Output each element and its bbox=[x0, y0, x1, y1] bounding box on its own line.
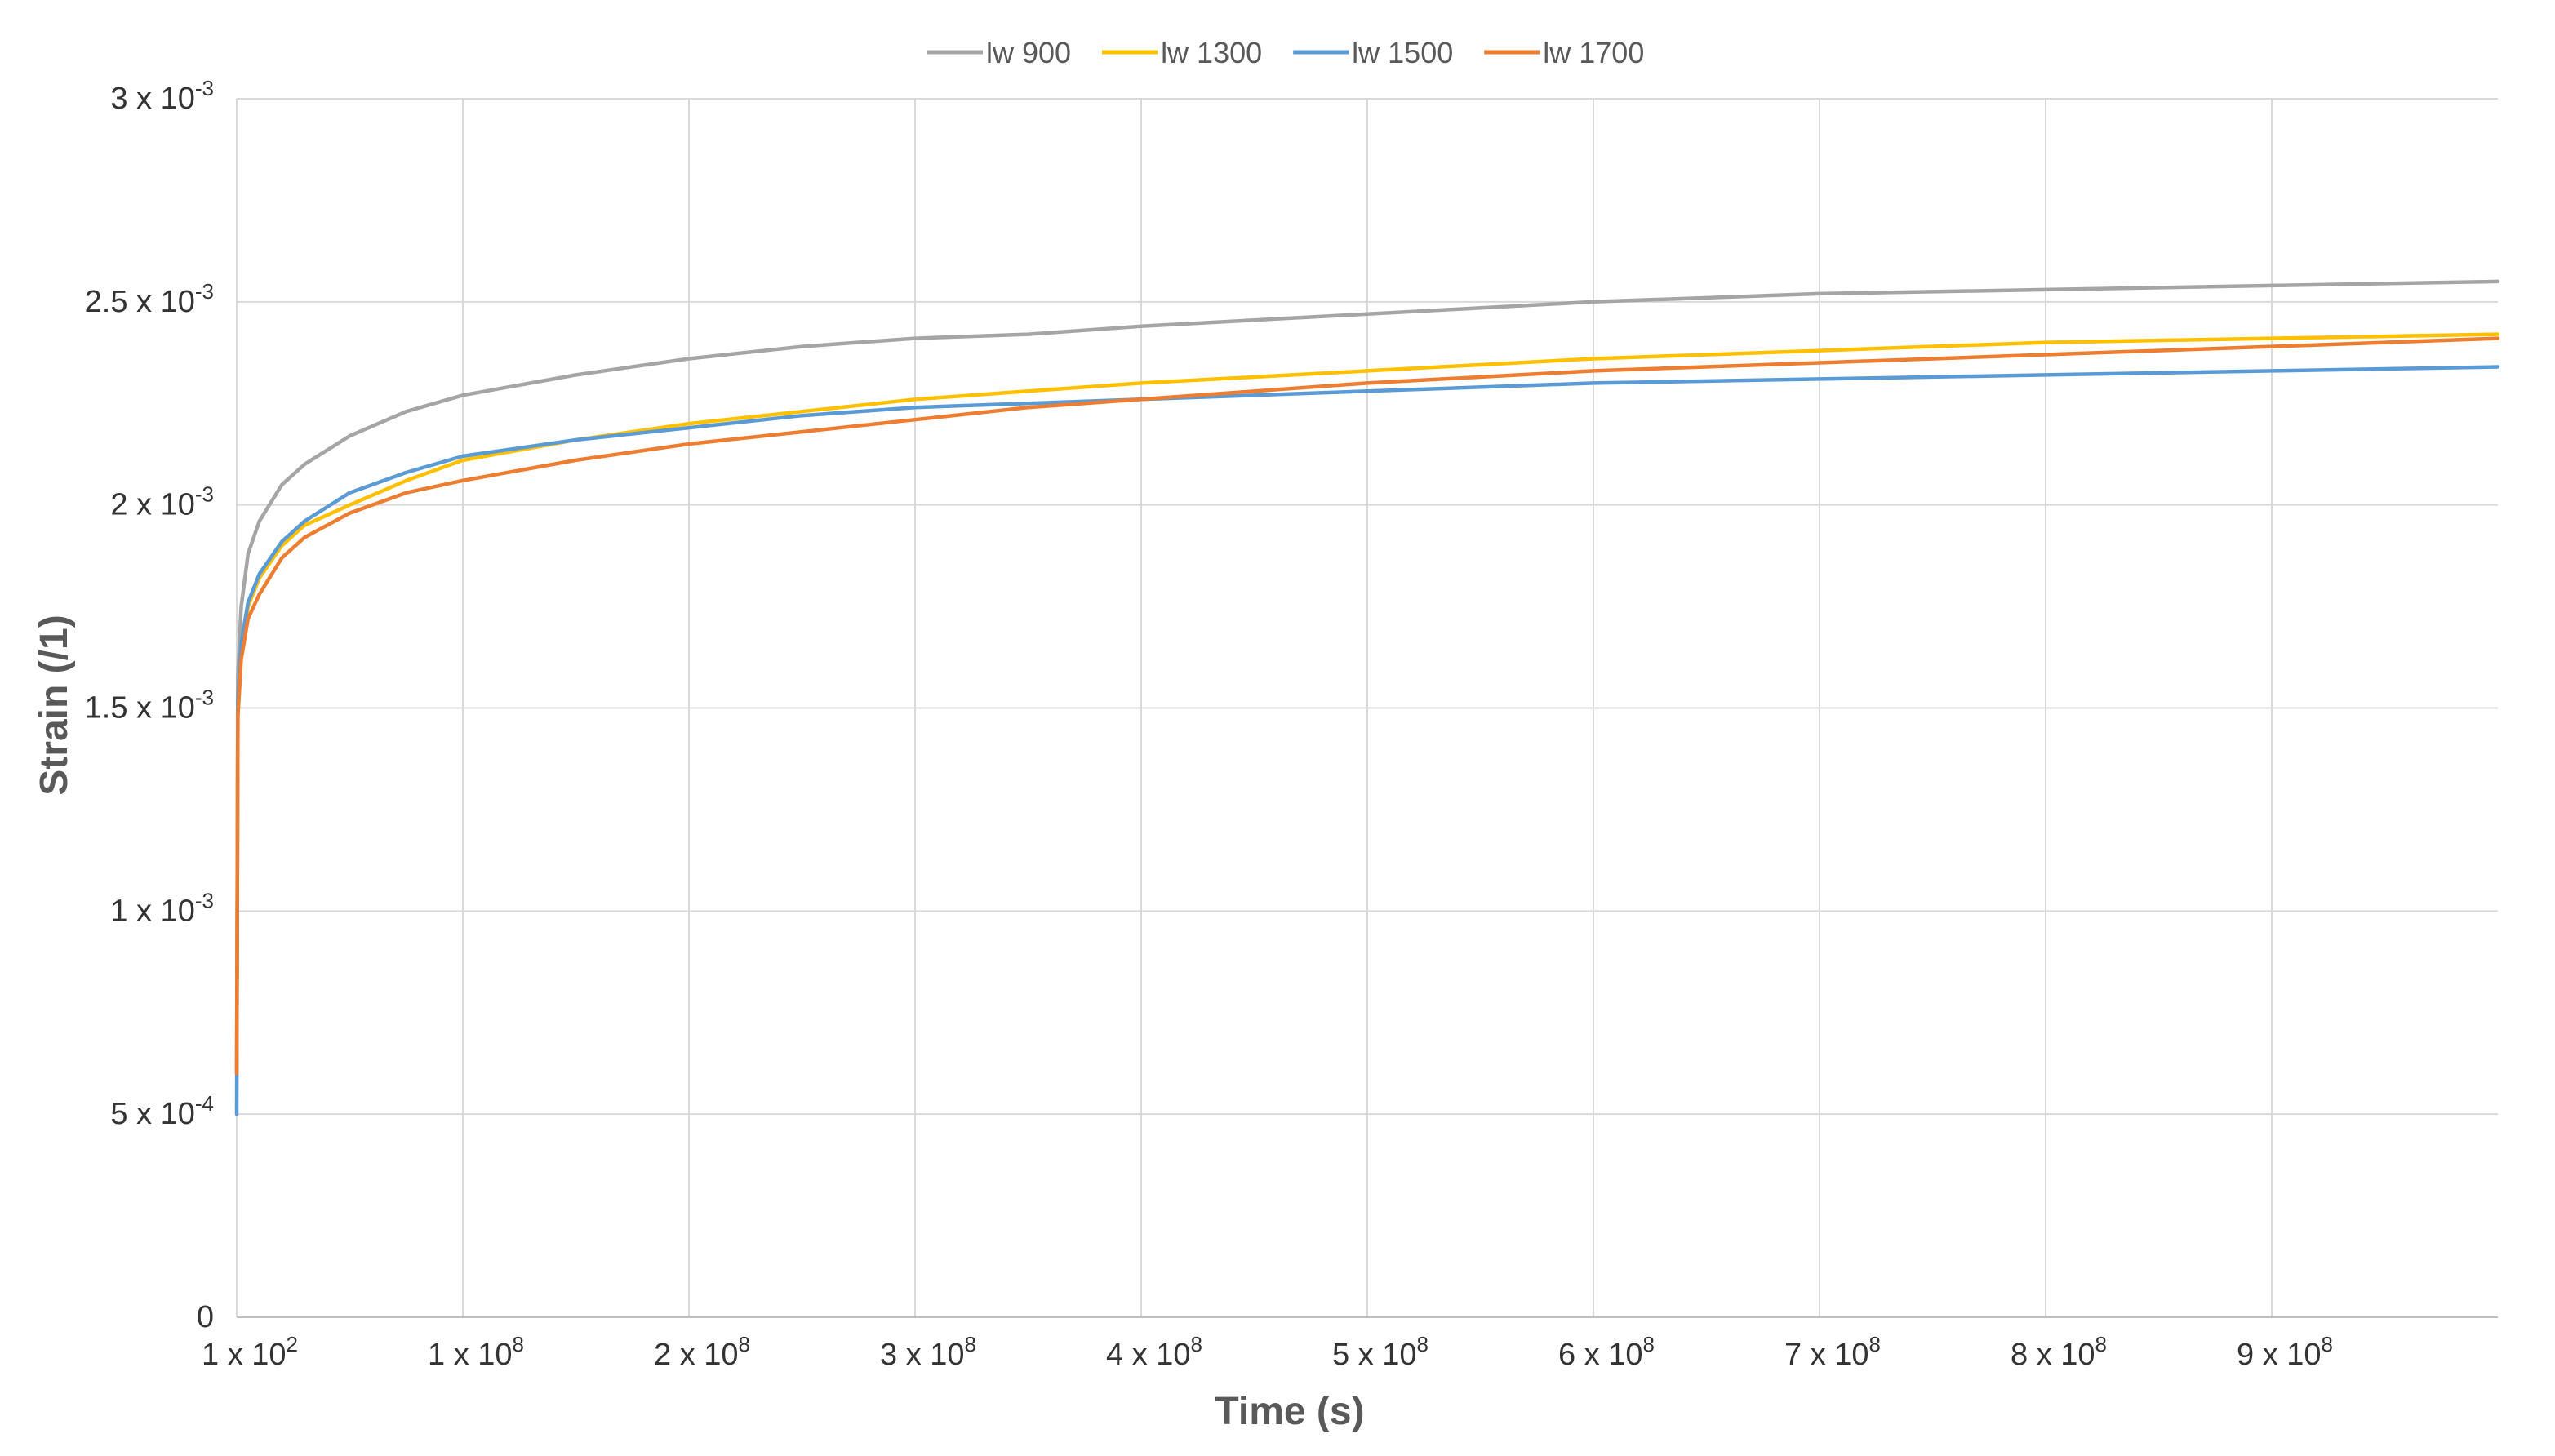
y-tick-label: 5 x 10-4 bbox=[110, 1091, 214, 1131]
y-tick-exponent: -3 bbox=[195, 482, 214, 507]
x-tick-label: 6 x 108 bbox=[1558, 1332, 1655, 1372]
legend-item: lw 1300 bbox=[1102, 36, 1262, 69]
grid-lines bbox=[237, 98, 2498, 1317]
y-tick-label: 3 x 10-3 bbox=[110, 76, 214, 116]
series-line-3 bbox=[234, 365, 2500, 1116]
x-tick-label: 4 x 108 bbox=[1106, 1332, 1202, 1372]
x-tick-mantissa: 1 x 10 bbox=[202, 1338, 287, 1372]
series-lines bbox=[234, 279, 2500, 1116]
y-tick-exponent: -3 bbox=[195, 888, 214, 912]
x-tick-labels: 1 x 102 1 x 108 2 x 108 3 x 108 4 x 108 5 x 1… bbox=[202, 1332, 2333, 1372]
x-tick-label: 1 x 108 bbox=[428, 1332, 524, 1372]
x-tick-mantissa: 1 x 10 bbox=[428, 1338, 513, 1372]
y-tick-labels: 05 x 10-41 x 10-31.5 x 10-32 x 10-32.5 x… bbox=[85, 76, 214, 1334]
x-tick-label: 5 x 108 bbox=[1332, 1332, 1429, 1372]
legend-item: lw 900 bbox=[927, 36, 1071, 69]
x-tick-exponent: 8 bbox=[739, 1332, 750, 1356]
x-tick-mantissa: 2 x 10 bbox=[654, 1338, 739, 1372]
y-tick-exponent: -4 bbox=[195, 1091, 214, 1116]
legend-label: lw 1700 bbox=[1543, 36, 1644, 69]
x-tick-exponent: 8 bbox=[1417, 1332, 1429, 1356]
y-tick-mantissa: 0 bbox=[197, 1300, 214, 1334]
y-tick-exponent: -3 bbox=[195, 76, 214, 100]
x-tick-exponent: 8 bbox=[1869, 1332, 1881, 1356]
x-tick-label: 7 x 108 bbox=[1784, 1332, 1881, 1372]
y-tick-mantissa: 3 x 10 bbox=[110, 82, 195, 116]
y-tick-label: 1 x 10-3 bbox=[110, 888, 214, 928]
x-tick-mantissa: 6 x 10 bbox=[1558, 1338, 1643, 1372]
y-tick-label: 2.5 x 10-3 bbox=[85, 279, 214, 319]
legend-label: lw 900 bbox=[986, 36, 1071, 69]
x-axis-title: Time (s) bbox=[1215, 1390, 1364, 1433]
x-tick-exponent: 2 bbox=[287, 1332, 298, 1356]
series-line-4 bbox=[234, 336, 2500, 1076]
x-tick-mantissa: 8 x 10 bbox=[2011, 1338, 2095, 1372]
y-tick-mantissa: 2.5 x 10 bbox=[85, 285, 195, 319]
legend-item: lw 1500 bbox=[1293, 36, 1453, 69]
x-tick-exponent: 8 bbox=[2322, 1332, 2333, 1356]
y-tick-label: 2 x 10-3 bbox=[110, 482, 214, 522]
y-tick-mantissa: 5 x 10 bbox=[110, 1097, 195, 1131]
x-tick-exponent: 8 bbox=[2095, 1332, 2107, 1356]
x-tick-label: 9 x 108 bbox=[2237, 1332, 2333, 1372]
y-tick-label: 0 bbox=[197, 1300, 214, 1334]
x-tick-exponent: 8 bbox=[513, 1332, 524, 1356]
y-axis-title: Strain (/1) bbox=[33, 615, 76, 795]
x-tick-label: 3 x 108 bbox=[880, 1332, 976, 1372]
legend: lw 900 lw 1300 lw 1500 lw 1700 bbox=[927, 36, 1644, 69]
x-tick-mantissa: 4 x 10 bbox=[1106, 1338, 1191, 1372]
x-tick-mantissa: 7 x 10 bbox=[1784, 1338, 1869, 1372]
x-tick-label: 8 x 108 bbox=[2011, 1332, 2107, 1372]
legend-item: lw 1700 bbox=[1484, 36, 1644, 69]
y-tick-mantissa: 2 x 10 bbox=[110, 488, 195, 522]
y-tick-label: 1.5 x 10-3 bbox=[85, 686, 214, 726]
x-tick-label: 2 x 108 bbox=[654, 1332, 750, 1372]
x-tick-label: 1 x 102 bbox=[202, 1332, 298, 1372]
x-tick-mantissa: 5 x 10 bbox=[1332, 1338, 1417, 1372]
y-tick-exponent: -3 bbox=[195, 686, 214, 710]
x-tick-mantissa: 9 x 10 bbox=[2237, 1338, 2322, 1372]
legend-label: lw 1500 bbox=[1352, 36, 1453, 69]
series-line-1 bbox=[234, 279, 2500, 1068]
x-tick-mantissa: 3 x 10 bbox=[880, 1338, 965, 1372]
x-tick-exponent: 8 bbox=[1643, 1332, 1655, 1356]
y-tick-mantissa: 1.5 x 10 bbox=[85, 691, 195, 726]
legend-label: lw 1300 bbox=[1161, 36, 1262, 69]
y-tick-mantissa: 1 x 10 bbox=[110, 894, 195, 928]
x-tick-exponent: 8 bbox=[1191, 1332, 1202, 1356]
y-tick-exponent: -3 bbox=[195, 279, 214, 304]
x-tick-exponent: 8 bbox=[965, 1332, 976, 1356]
